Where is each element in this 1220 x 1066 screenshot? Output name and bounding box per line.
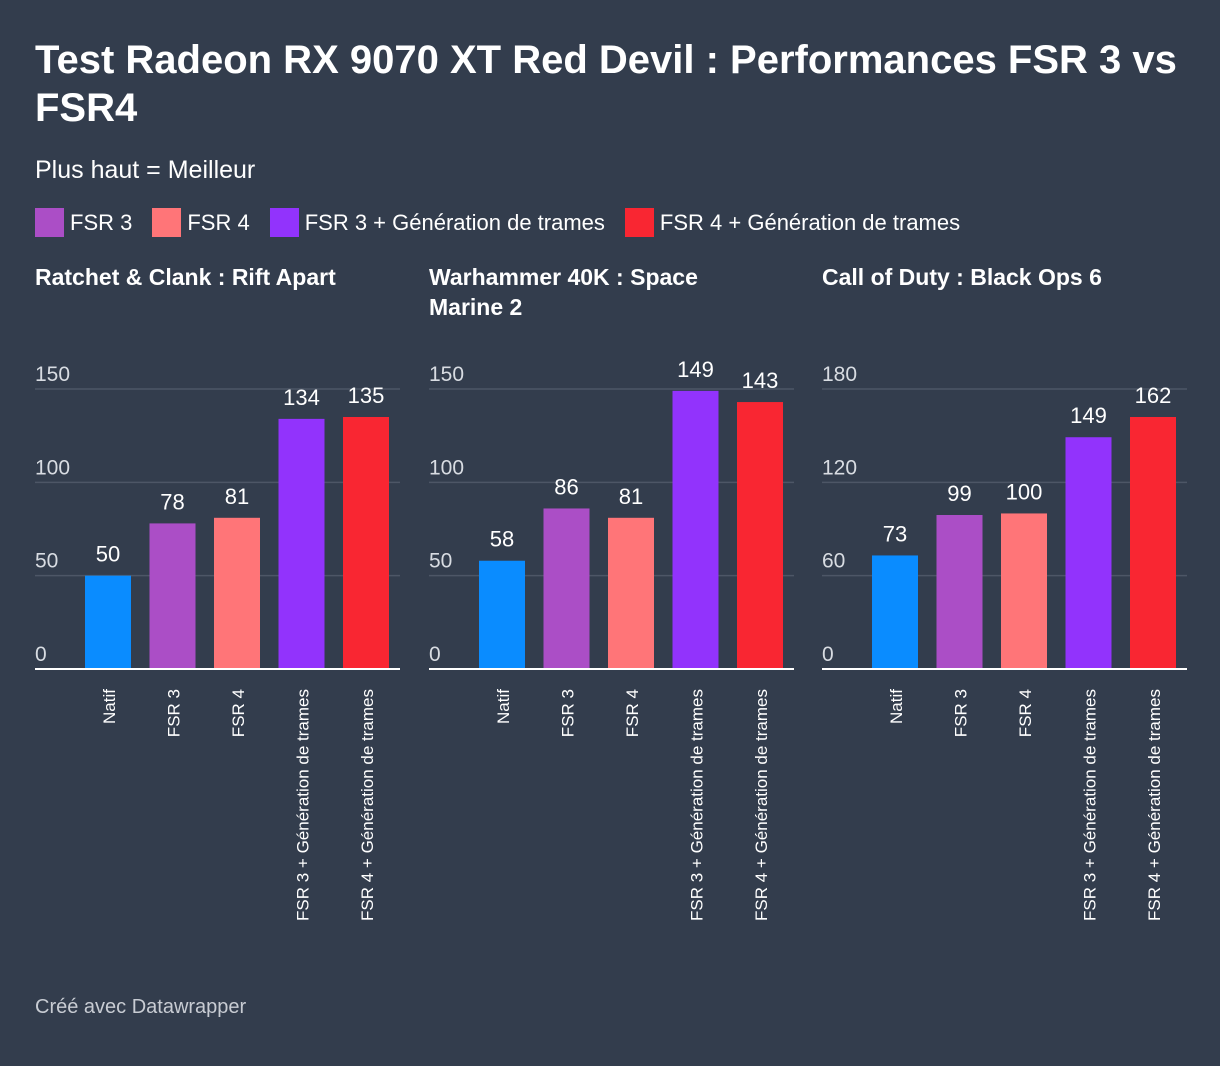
bar-chart: 0 50 100 150 58 Natif 86 FSR 3 81 FSR 4 149 FSR 3 +…: [429, 357, 794, 921]
data-label: 73: [883, 521, 907, 546]
x-tick-label: Natif: [100, 689, 119, 724]
data-label: 86: [554, 474, 578, 499]
legend-label: FSR 4 + Génération de trames: [659, 209, 961, 235]
legend-swatch: [624, 208, 654, 237]
y-tick-label: 50: [35, 550, 58, 573]
chart-panel-call-of-duty: Call of Duty : Black Ops 6 0 60 120 180 73 Na…: [822, 262, 1187, 962]
legend-swatch: [152, 208, 182, 237]
bar-chart: 0 50 100 150 50 Natif 78 FSR 3 81 FSR 4 134 FSR 3 +…: [35, 363, 400, 921]
bar: [936, 515, 983, 669]
legend-label: FSR 3: [70, 209, 133, 235]
x-tick-label: Natif: [887, 689, 906, 724]
data-label: 149: [1070, 403, 1107, 428]
bar: [85, 575, 131, 669]
bar: [1065, 437, 1112, 669]
footer-credit: Créé avec Datawrapper: [35, 996, 247, 1018]
data-label: 135: [348, 383, 385, 408]
legend-swatch: [269, 208, 299, 237]
y-tick-label: 100: [429, 456, 464, 479]
y-tick-label: 60: [822, 550, 845, 573]
bar: [479, 560, 525, 669]
data-label: 149: [677, 357, 714, 382]
y-tick-label: 180: [822, 363, 857, 386]
x-tick-label: FSR 4 + Génération de trames: [1145, 689, 1164, 921]
legend: FSR 3 FSR 4 FSR 3 + Génération de trames…: [35, 208, 980, 237]
data-label: 78: [160, 489, 184, 514]
legend-swatch: [35, 208, 64, 237]
panel-title: Call of Duty : Black Ops 6: [822, 264, 1102, 290]
y-tick-label: 150: [429, 363, 464, 386]
data-label: 134: [283, 385, 320, 410]
x-tick-label: FSR 3 + Génération de trames: [1081, 689, 1100, 921]
bar: [543, 508, 590, 669]
y-tick-label: 120: [822, 456, 857, 479]
bar: [149, 523, 196, 669]
data-label: 58: [490, 527, 514, 552]
x-tick-label: FSR 3 + Génération de trames: [688, 689, 707, 921]
legend-label: FSR 4: [187, 209, 250, 235]
data-label: 81: [619, 484, 643, 509]
data-label: 99: [947, 481, 971, 506]
data-label: 50: [96, 542, 120, 567]
bar: [872, 555, 918, 669]
y-tick-label: 50: [429, 550, 452, 573]
y-tick-label: 150: [35, 363, 70, 386]
legend-item: FSR 3 + Génération de trames: [269, 208, 605, 237]
bar: [278, 418, 325, 669]
x-tick-label: FSR 4: [1016, 689, 1035, 737]
x-tick-label: FSR 3: [165, 689, 184, 737]
legend-item: FSR 4 + Génération de trames: [624, 208, 961, 237]
data-label: 143: [742, 368, 779, 393]
legend-item: FSR 4: [152, 208, 250, 237]
x-tick-label: FSR 3: [952, 689, 971, 737]
data-label: 162: [1135, 383, 1172, 408]
chart-panel-ratchet-clank: Ratchet & Clank : Rift Apart 0 50 100 150 50…: [35, 262, 400, 962]
bar: [672, 390, 719, 669]
x-tick-label: FSR 3 + Génération de trames: [294, 689, 313, 921]
panel-title: Ratchet & Clank : Rift Apart: [35, 264, 336, 290]
legend-label: FSR 3 + Génération de trames: [304, 209, 605, 235]
panel-title: Warhammer 40K : Space Marine 2: [429, 264, 698, 320]
x-tick-label: FSR 4: [623, 689, 642, 737]
bar: [737, 402, 783, 669]
legend-item: FSR 3: [35, 208, 132, 237]
bar: [1130, 417, 1176, 669]
y-tick-label: 100: [35, 456, 70, 479]
x-tick-label: FSR 4 + Génération de trames: [752, 689, 771, 921]
y-tick-label: 0: [822, 643, 834, 666]
y-tick-label: 0: [35, 643, 47, 666]
bar: [214, 517, 260, 669]
x-tick-label: FSR 4 + Génération de trames: [358, 689, 377, 921]
bar: [1001, 513, 1047, 669]
chart-title: Test Radeon RX 9070 XT Red Devil : Perfo…: [35, 38, 1177, 130]
chart-subtitle: Plus haut = Meilleur: [35, 156, 256, 184]
data-label: 81: [225, 484, 249, 509]
chart-panel-warhammer: Warhammer 40K : Space Marine 2 0 50 100 150…: [429, 262, 794, 962]
x-tick-label: FSR 3: [559, 689, 578, 737]
x-tick-label: FSR 4: [229, 689, 248, 737]
data-label: 100: [1006, 479, 1043, 504]
x-tick-label: Natif: [494, 689, 513, 724]
y-tick-label: 0: [429, 643, 441, 666]
bar: [608, 517, 654, 669]
bar: [343, 417, 389, 669]
bar-chart: 0 60 120 180 73 Natif 99 FSR 3 100 FSR 4 149 FSR 3 …: [822, 363, 1187, 921]
